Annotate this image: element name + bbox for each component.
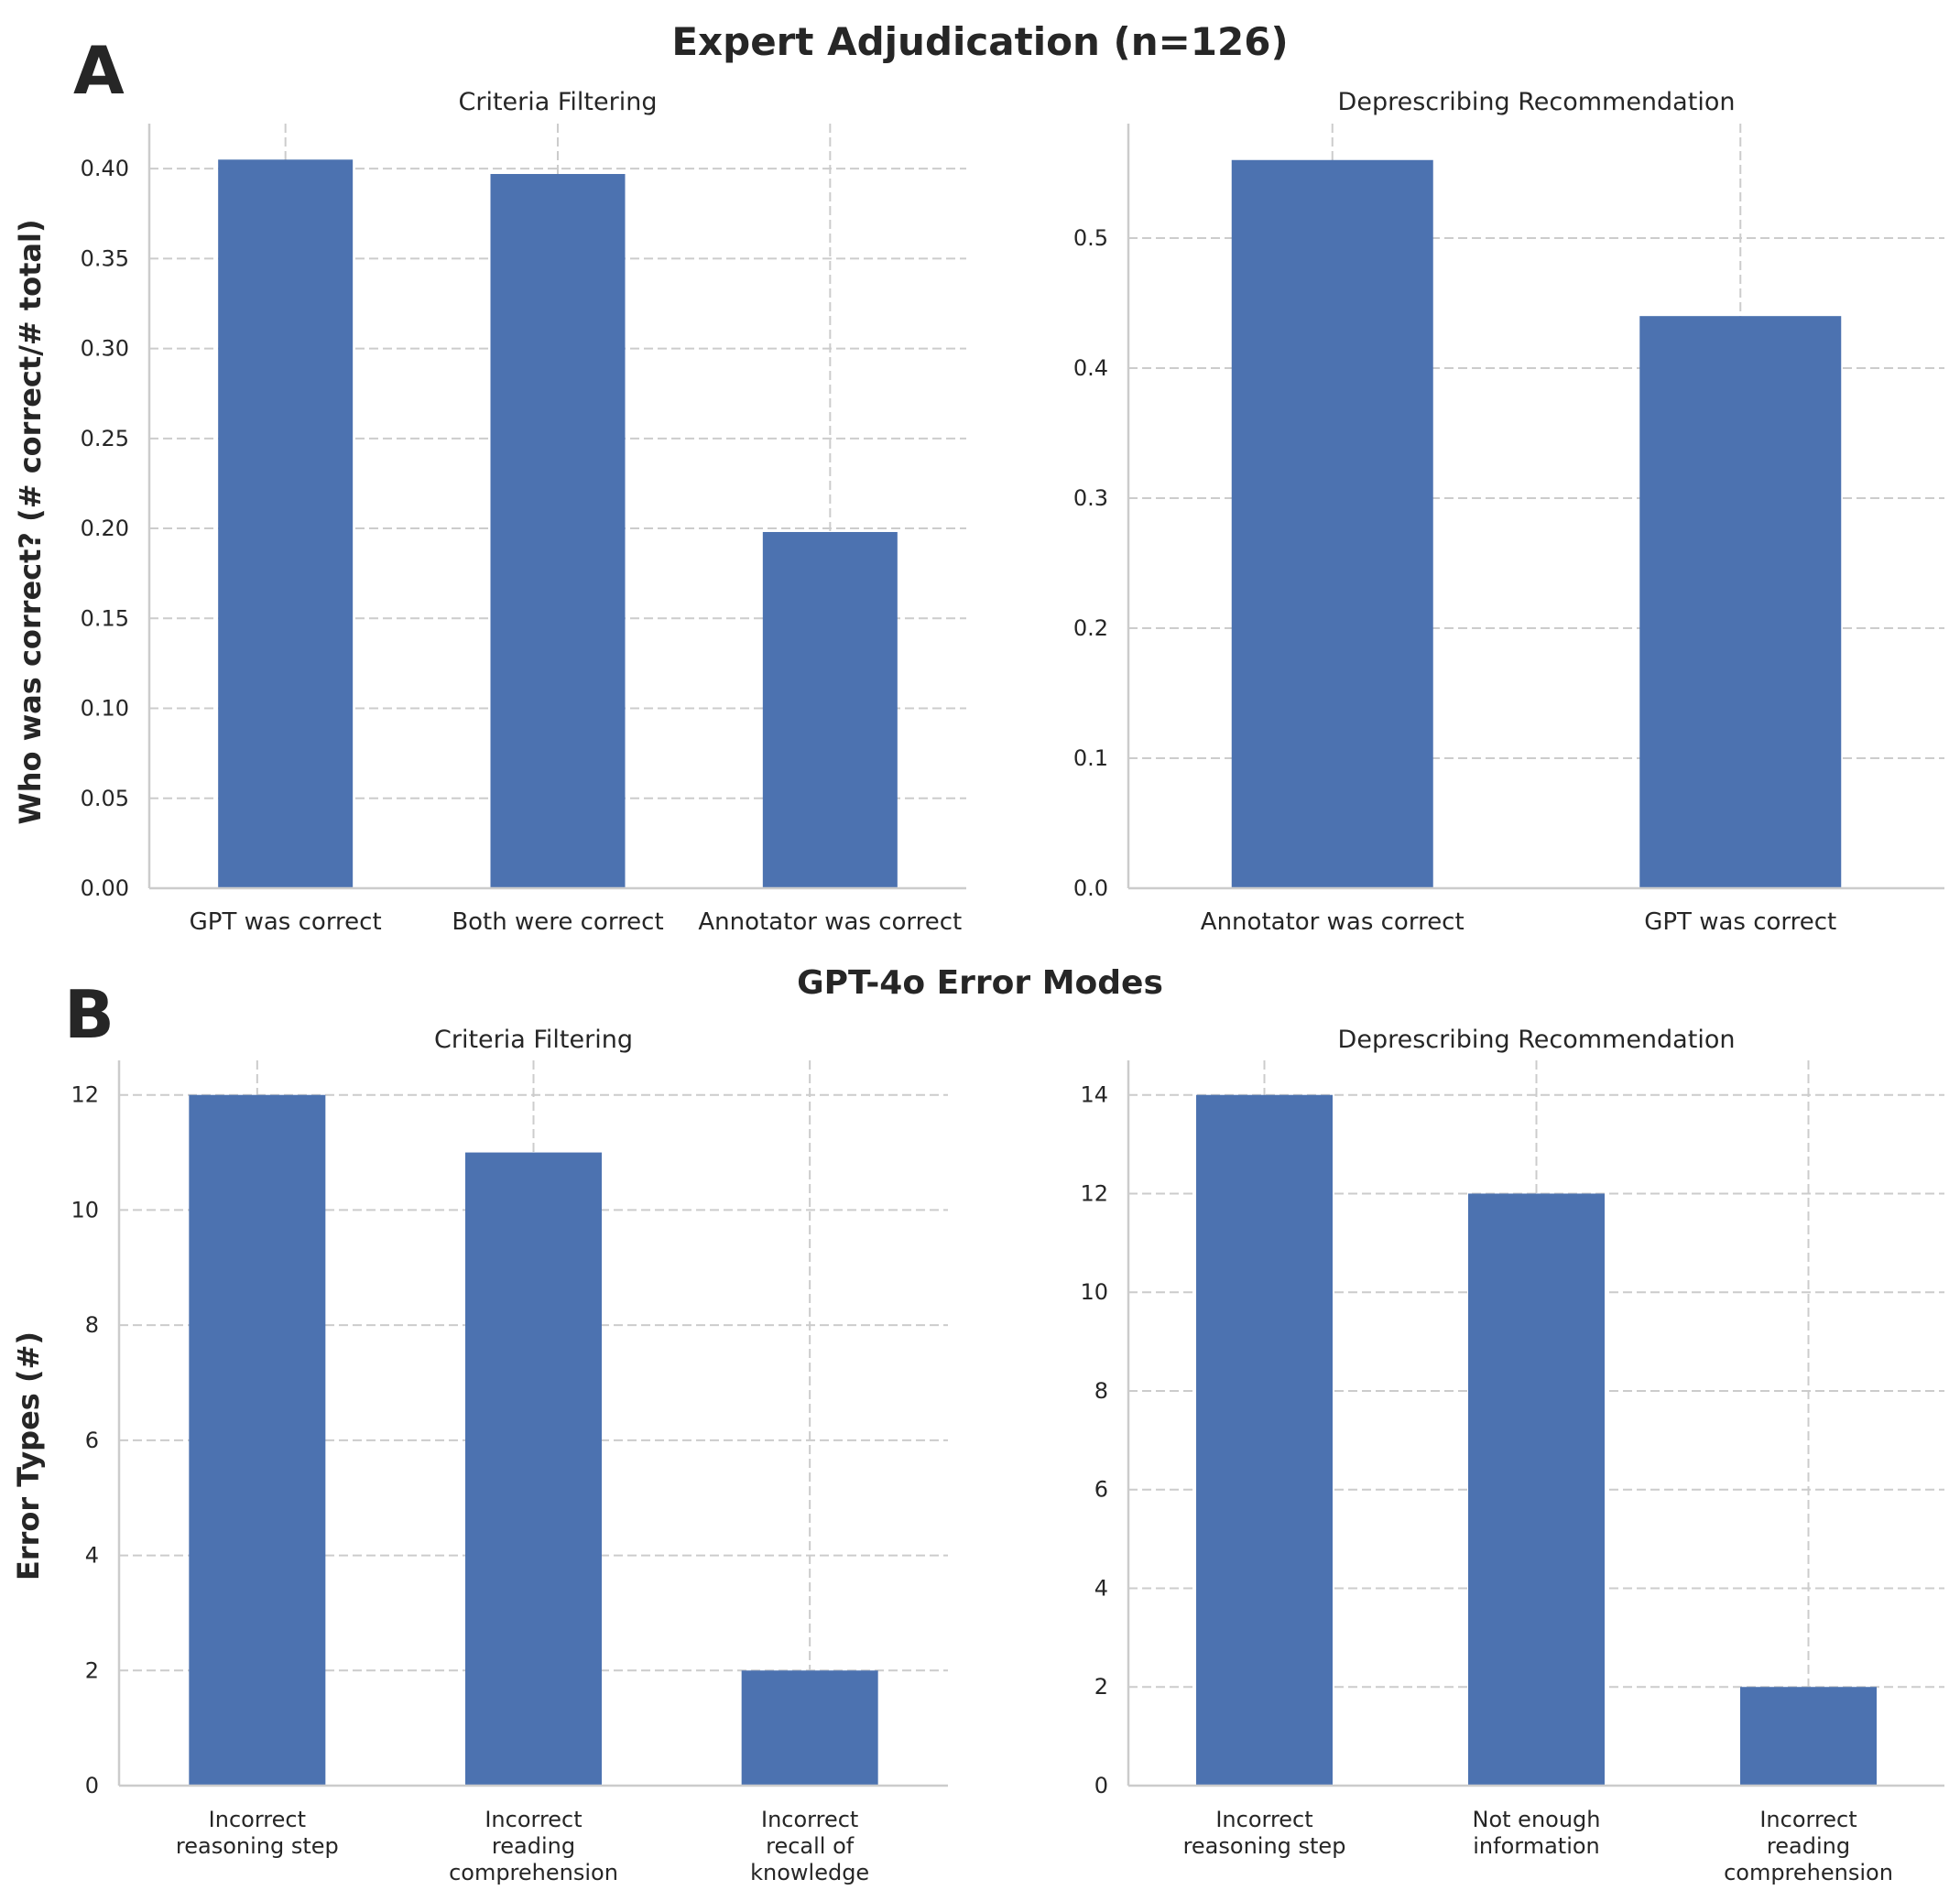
y-tick-label: 0.30 <box>81 336 129 362</box>
bar <box>1639 316 1842 889</box>
y-tick-label: 2 <box>1094 1674 1108 1700</box>
y-tick-label: 0.10 <box>81 696 129 722</box>
y-tick-label: 8 <box>1094 1378 1108 1404</box>
y-tick-label: 0 <box>85 1773 99 1798</box>
y-tick-label: 0 <box>1094 1773 1108 1798</box>
x-tick-label: Incorrect recall of knowledge <box>750 1807 869 1885</box>
y-tick-label: 0.1 <box>1073 745 1108 771</box>
x-tick-label: Not enough information <box>1473 1807 1601 1859</box>
bar <box>762 531 898 888</box>
y-tick-label: 8 <box>85 1312 99 1338</box>
y-tick-label: 4 <box>1094 1575 1108 1601</box>
row-b-ylabel: Error Types (#) <box>11 1331 46 1581</box>
bar <box>490 174 626 888</box>
panel-a-deprescribing-recommendation: 0.0 0.1 0.2 0.3 0.4 0.5 Annotator was correct G… <box>1073 88 1944 936</box>
y-tick-label: 0.0 <box>1073 875 1108 901</box>
row-a-ylabel: Who was correct? (# correct/# total) <box>13 219 48 824</box>
bar <box>1468 1193 1605 1786</box>
bar <box>1231 159 1433 888</box>
x-tick-label: Incorrect reading comprehension <box>449 1807 618 1885</box>
panel-b-criteria-filtering: 0 2 4 6 8 10 12 Incorrect reasoning step Incorrec… <box>71 1026 948 1885</box>
y-tick-label: 0.20 <box>81 516 129 541</box>
y-tick-label: 0.2 <box>1073 615 1108 641</box>
bar <box>1196 1094 1333 1786</box>
y-tick-label: 0.00 <box>81 875 129 901</box>
y-tick-label: 6 <box>1094 1477 1108 1503</box>
bar <box>741 1670 878 1786</box>
subplot-title: Criteria Filtering <box>458 88 657 116</box>
bar <box>465 1152 602 1786</box>
bar <box>1740 1687 1877 1786</box>
x-tick-label: Incorrect reasoning step <box>176 1807 339 1859</box>
subplot-title: Criteria Filtering <box>434 1026 633 1054</box>
x-tick-label: GPT was correct <box>1644 908 1836 936</box>
panel-a-criteria-filtering: 0.00 0.05 0.10 0.15 0.20 0.25 0.30 0.35 0.40 GPT … <box>81 88 966 936</box>
panel-b-deprescribing-recommendation: 0 2 4 6 8 10 12 14 Incorrect reasoning step Not en… <box>1080 1026 1944 1885</box>
panel-letter-b: B <box>64 976 114 1053</box>
x-tick-label: Both were correct <box>452 908 663 936</box>
y-tick-label: 4 <box>85 1543 99 1569</box>
x-tick-label: Incorrect reasoning step <box>1183 1807 1346 1859</box>
panel-letter-a: A <box>73 32 125 109</box>
y-tick-label: 0.4 <box>1073 355 1108 381</box>
x-tick-label: Annotator was correct <box>698 908 962 936</box>
y-tick-label: 0.05 <box>81 786 129 811</box>
y-tick-label: 0.25 <box>81 426 129 451</box>
bar <box>218 159 354 888</box>
bar <box>189 1094 326 1786</box>
y-tick-label: 12 <box>1080 1180 1108 1206</box>
y-tick-label: 10 <box>71 1197 99 1222</box>
subplot-title: Deprescribing Recommendation <box>1338 1026 1736 1054</box>
x-tick-label: Annotator was correct <box>1201 908 1465 936</box>
subplot-title: Deprescribing Recommendation <box>1338 88 1736 116</box>
y-tick-label: 10 <box>1080 1279 1108 1305</box>
y-tick-label: 0.3 <box>1073 485 1108 511</box>
x-tick-label: Incorrect reading comprehension <box>1724 1807 1893 1885</box>
y-tick-label: 0.15 <box>81 605 129 631</box>
y-tick-label: 2 <box>85 1657 99 1683</box>
row-a-title: Expert Adjudication (n=126) <box>671 19 1288 64</box>
y-tick-label: 12 <box>71 1082 99 1108</box>
y-tick-label: 0.35 <box>81 245 129 271</box>
x-tick-label: GPT was correct <box>190 908 382 936</box>
y-tick-label: 0.40 <box>81 156 129 181</box>
row-b-title: GPT-4o Error Modes <box>797 964 1163 1002</box>
y-tick-label: 0.5 <box>1073 225 1108 251</box>
y-tick-label: 14 <box>1080 1082 1108 1108</box>
y-tick-label: 6 <box>85 1428 99 1453</box>
